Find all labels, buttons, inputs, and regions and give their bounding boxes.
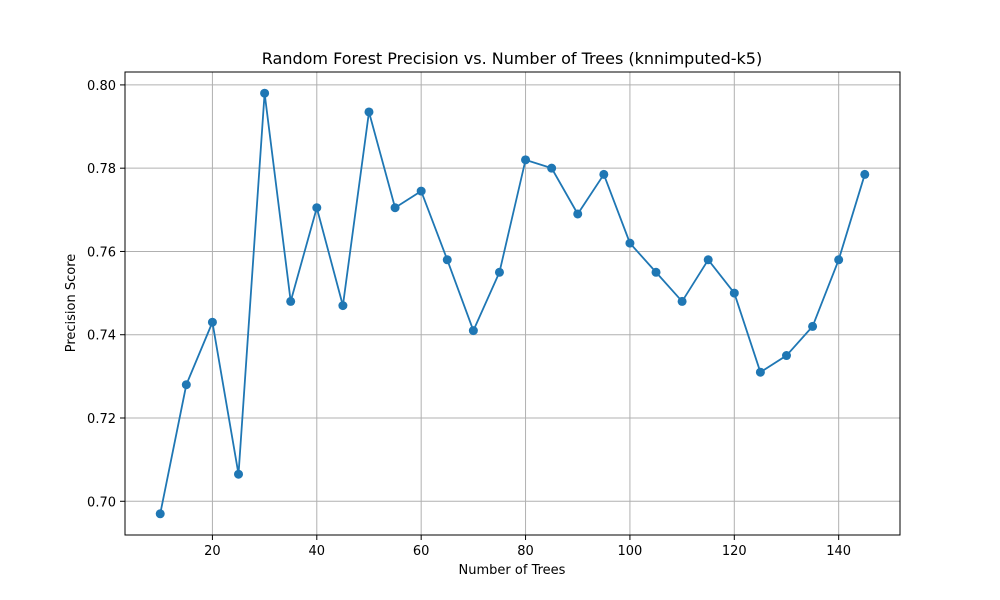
data-point — [677, 296, 687, 306]
y-axis-label: Precision Score — [64, 254, 79, 353]
x-axis-label: Number of Trees — [459, 563, 566, 578]
grid-layer — [125, 72, 900, 535]
x-tick-label: 100 — [618, 544, 643, 559]
y-tick-label: 0.74 — [87, 329, 116, 344]
data-point — [312, 203, 322, 213]
y-tick-label: 0.80 — [87, 79, 116, 94]
series-layer — [155, 88, 870, 519]
data-point — [207, 317, 217, 327]
y-tick-label: 0.76 — [87, 245, 116, 260]
data-point — [390, 203, 400, 213]
data-point — [808, 321, 818, 331]
x-tick-label: 140 — [826, 544, 851, 559]
data-point — [442, 255, 452, 265]
x-tick-label: 60 — [413, 544, 430, 559]
data-point — [703, 255, 713, 265]
plot-frame — [124, 71, 901, 536]
data-point — [651, 267, 661, 277]
x-tick-label: 120 — [722, 544, 747, 559]
data-point — [155, 509, 165, 519]
x-tick-label: 40 — [309, 544, 326, 559]
y-tick-label: 0.70 — [87, 495, 116, 510]
chart-title: Random Forest Precision vs. Number of Tr… — [262, 49, 762, 68]
data-point — [521, 155, 531, 165]
data-point — [834, 255, 844, 265]
data-point — [755, 367, 765, 377]
data-point — [573, 209, 583, 219]
data-point — [860, 169, 870, 179]
data-point — [364, 107, 374, 117]
series-line — [159, 93, 866, 514]
data-point — [599, 169, 609, 179]
data-point — [286, 296, 296, 306]
data-point — [260, 88, 270, 98]
data-point — [181, 380, 191, 390]
data-point — [781, 351, 791, 361]
data-point — [338, 301, 348, 311]
data-point — [416, 186, 426, 196]
x-tick-label: 80 — [517, 544, 534, 559]
y-tick-label: 0.72 — [87, 412, 116, 427]
x-tick-label: 20 — [204, 544, 221, 559]
data-point — [234, 469, 244, 479]
data-point — [729, 288, 739, 298]
y-tick-label: 0.78 — [87, 162, 116, 177]
data-point — [625, 238, 635, 248]
data-point — [468, 326, 478, 336]
data-point — [547, 163, 557, 173]
data-point — [494, 267, 504, 277]
ticks-layer: 20 40 60 80 100 120 140 0.70 0.72 0.74 0.76 0.78 0.8… — [87, 79, 851, 559]
